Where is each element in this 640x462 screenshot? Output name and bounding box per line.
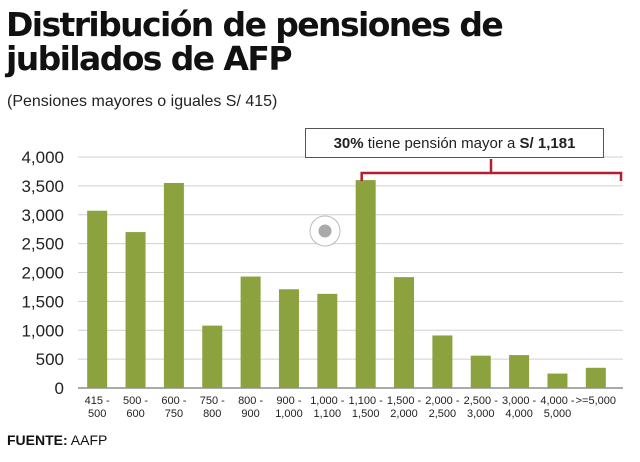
x-tick-label: 600 - bbox=[161, 395, 186, 407]
x-tick-label: 3,000 bbox=[467, 408, 495, 420]
x-tick-label: 750 - bbox=[200, 395, 225, 407]
x-tick-label: 2,500 - bbox=[464, 395, 499, 407]
y-tick-label: 1,500 bbox=[21, 292, 64, 311]
target-marker-dot bbox=[318, 224, 332, 238]
x-tick-label: 4,000 bbox=[505, 408, 533, 420]
y-tick-label: 2,000 bbox=[21, 264, 64, 283]
bar bbox=[355, 180, 376, 388]
y-tick-label: 3,500 bbox=[21, 177, 64, 196]
bar bbox=[240, 276, 261, 388]
bar bbox=[317, 293, 338, 388]
x-tick-label: 500 - bbox=[123, 395, 148, 407]
x-tick-label: 1,000 - bbox=[310, 395, 345, 407]
x-tick-label: 5,000 bbox=[544, 408, 572, 420]
y-tick-label: 1,000 bbox=[21, 321, 64, 340]
y-tick-label: 3,000 bbox=[21, 206, 64, 225]
x-tick-label: 1,100 bbox=[314, 408, 342, 420]
x-tick-label: 2,500 bbox=[429, 408, 457, 420]
bar bbox=[202, 325, 223, 388]
x-tick-label: 2,000 bbox=[390, 408, 418, 420]
y-tick-label: 500 bbox=[36, 350, 64, 369]
bar bbox=[547, 373, 568, 388]
source-note: FUENTE: AAFP bbox=[7, 432, 107, 448]
y-tick-label: 0 bbox=[55, 379, 64, 398]
y-tick-label: 4,000 bbox=[21, 148, 64, 167]
x-tick-label: 600 bbox=[126, 408, 144, 420]
x-tick-label: 415 - bbox=[85, 395, 110, 407]
bar bbox=[585, 367, 606, 388]
bar bbox=[470, 355, 491, 388]
x-tick-label: >=5,000 bbox=[576, 395, 616, 407]
x-tick-label: 4,000 - bbox=[540, 395, 575, 407]
x-tick-label: 800 bbox=[203, 408, 221, 420]
bar bbox=[432, 335, 453, 388]
bar bbox=[125, 232, 146, 388]
x-tick-label: 750 bbox=[165, 408, 183, 420]
x-tick-label: 500 bbox=[88, 408, 106, 420]
x-tick-label: 900 bbox=[241, 408, 259, 420]
x-tick-label: 1,500 bbox=[352, 408, 380, 420]
x-tick-label: 1,500 - bbox=[387, 395, 422, 407]
callout-box: 30% tiene pensión mayor a S/ 1,181 bbox=[305, 128, 604, 158]
source-label: FUENTE: bbox=[7, 432, 68, 448]
bar bbox=[163, 182, 184, 388]
chart-title: Distribución de pensiones de jubilados d… bbox=[6, 5, 504, 78]
x-tick-label: 3,000 - bbox=[502, 395, 537, 407]
x-tick-label: 1,000 bbox=[275, 408, 303, 420]
bar bbox=[394, 277, 415, 388]
callout-bracket bbox=[360, 159, 623, 181]
bar bbox=[509, 355, 530, 388]
callout-percent: 30% bbox=[333, 134, 364, 152]
source-name: AAFP bbox=[67, 432, 108, 448]
x-tick-label: 900 - bbox=[276, 395, 301, 407]
x-tick-label: 2,000 - bbox=[425, 395, 460, 407]
bar bbox=[87, 210, 108, 388]
y-tick-label: 2,500 bbox=[21, 235, 64, 254]
x-tick-label: 1,100 - bbox=[349, 395, 384, 407]
callout-text: tiene pensión mayor a bbox=[363, 134, 520, 152]
callout-amount: S/ 1,181 bbox=[519, 134, 576, 152]
bar bbox=[278, 289, 299, 388]
chart-subtitle: (Pensiones mayores o iguales S/ 415) bbox=[7, 93, 278, 110]
x-tick-label: 800 - bbox=[238, 395, 263, 407]
